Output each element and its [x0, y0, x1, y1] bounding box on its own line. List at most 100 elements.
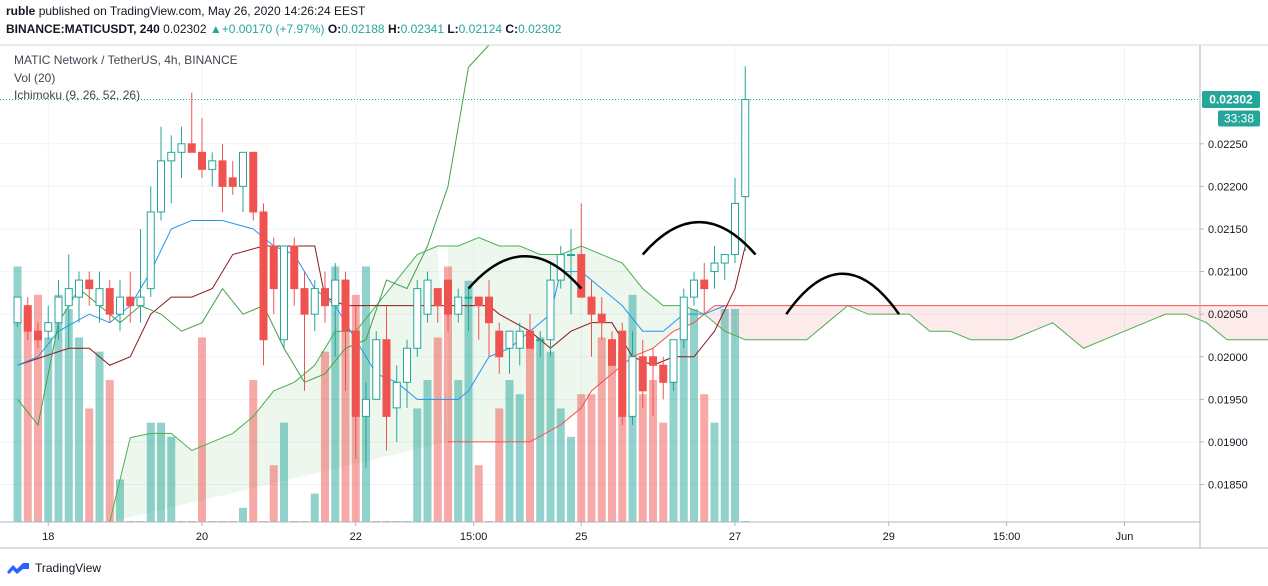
candle-body: [228, 177, 237, 187]
cloud-segment: [1175, 305, 1181, 315]
cloud-segment: [1016, 305, 1022, 338]
cloud-segment: [637, 282, 643, 355]
cloud-segment: [1052, 305, 1058, 327]
candle-body: [218, 160, 227, 187]
volume-bar: [413, 408, 422, 522]
cloud-segment: [755, 305, 761, 340]
volume-bar: [597, 337, 606, 522]
cloud-segment: [1078, 305, 1084, 349]
cloud-segment: [1104, 305, 1110, 340]
candle-body: [167, 151, 176, 162]
x-tick-label: 27: [729, 531, 741, 543]
volume-bar: [249, 380, 258, 522]
volume-bar: [710, 422, 719, 522]
cloud-segment: [1242, 305, 1248, 340]
candle-body: [239, 151, 247, 187]
candle-body: [649, 356, 657, 366]
candle-body: [259, 211, 268, 341]
volume-bar: [95, 351, 104, 522]
candle-body: [700, 279, 709, 290]
candle-body: [372, 339, 381, 400]
y-tick-label: 0.02000: [1208, 352, 1248, 364]
x-tick-label: 15:00: [993, 531, 1021, 543]
volume-bar: [34, 294, 42, 522]
high-label: H:: [387, 22, 401, 36]
candle-body: [618, 330, 627, 417]
cloud-segment: [919, 305, 925, 327]
candle-body: [536, 339, 545, 342]
candle-body: [628, 356, 637, 417]
cloud-segment: [899, 305, 905, 315]
cloud-segment: [1139, 305, 1145, 325]
cloud-segment: [888, 305, 894, 315]
cloud-segment: [745, 305, 751, 340]
candle-body: [454, 296, 463, 315]
volume-bar: [23, 309, 32, 522]
cloud-segment: [924, 305, 930, 332]
cloud-segment: [950, 305, 956, 334]
cloud-segment: [955, 305, 961, 336]
y-tick-label: 0.01950: [1208, 394, 1248, 406]
x-tick-label: 18: [42, 531, 54, 543]
cloud-segment: [878, 305, 884, 315]
candle-body: [464, 296, 473, 299]
candle-body: [136, 296, 145, 307]
candle-body: [146, 211, 155, 290]
footer-brand[interactable]: TradingView: [6, 561, 101, 575]
cloud-segment: [837, 305, 843, 315]
cloud-segment: [960, 305, 966, 338]
volume-bar: [536, 337, 545, 522]
volume-bar: [54, 294, 63, 522]
cloud-segment: [1206, 305, 1212, 327]
volume-bar: [64, 309, 73, 522]
ohlc-line: BINANCE:MATICUSDT, 240 0.02302 ▲+0.00170…: [6, 22, 561, 36]
cloud-segment: [750, 305, 756, 340]
legend-title: MATIC Network / TetherUS, 4h, BINANCE: [14, 53, 238, 67]
cloud-segment: [770, 305, 776, 340]
volume-bar: [556, 408, 565, 522]
footer-brand-text: TradingView: [35, 561, 102, 575]
candle-body: [269, 245, 278, 290]
y-tick-label: 0.02250: [1208, 139, 1248, 151]
volume-bar: [433, 337, 442, 522]
cloud-segment: [914, 305, 920, 323]
drawn-arc: [641, 221, 757, 256]
candle-body: [433, 288, 442, 307]
candle-body: [351, 330, 360, 417]
cloud-segment: [740, 305, 746, 340]
last-price-badge-text: 0.02302: [1209, 93, 1253, 107]
x-tick-label: 25: [575, 531, 587, 543]
publish-line: ruble published on TradingView.com, May …: [6, 4, 365, 18]
cloud-segment: [1160, 305, 1166, 317]
tradingview-logo-icon: [7, 563, 29, 574]
candle-body: [608, 339, 616, 366]
volume-bar: [464, 280, 473, 522]
volume-bar: [75, 337, 83, 522]
candle-body: [526, 330, 534, 349]
countdown-badge: [1218, 110, 1260, 127]
cloud-segment: [1063, 305, 1069, 336]
cloud-segment: [822, 305, 828, 327]
candle-body: [710, 262, 719, 273]
open-label: O:: [327, 22, 342, 36]
cloud-segment: [781, 305, 787, 340]
candle-body: [515, 330, 524, 349]
cloud-segment: [817, 305, 823, 332]
volume-bar: [720, 309, 729, 522]
candle-body: [485, 296, 493, 324]
candle-body: [300, 288, 309, 315]
candle-body: [198, 151, 206, 170]
volume-bar: [310, 493, 319, 522]
cloud-segment: [873, 305, 879, 315]
volume-bar: [269, 465, 278, 522]
cloud-segment: [663, 305, 669, 340]
cloud-segment: [560, 252, 566, 425]
candle-body: [331, 279, 340, 307]
cloud-segment: [1083, 305, 1089, 349]
cloud-segment: [555, 254, 561, 428]
volume-bar: [587, 394, 596, 522]
cloud-segment: [1237, 305, 1243, 340]
volume-bar: [649, 380, 657, 522]
x-tick-label: Jun: [1116, 531, 1134, 543]
